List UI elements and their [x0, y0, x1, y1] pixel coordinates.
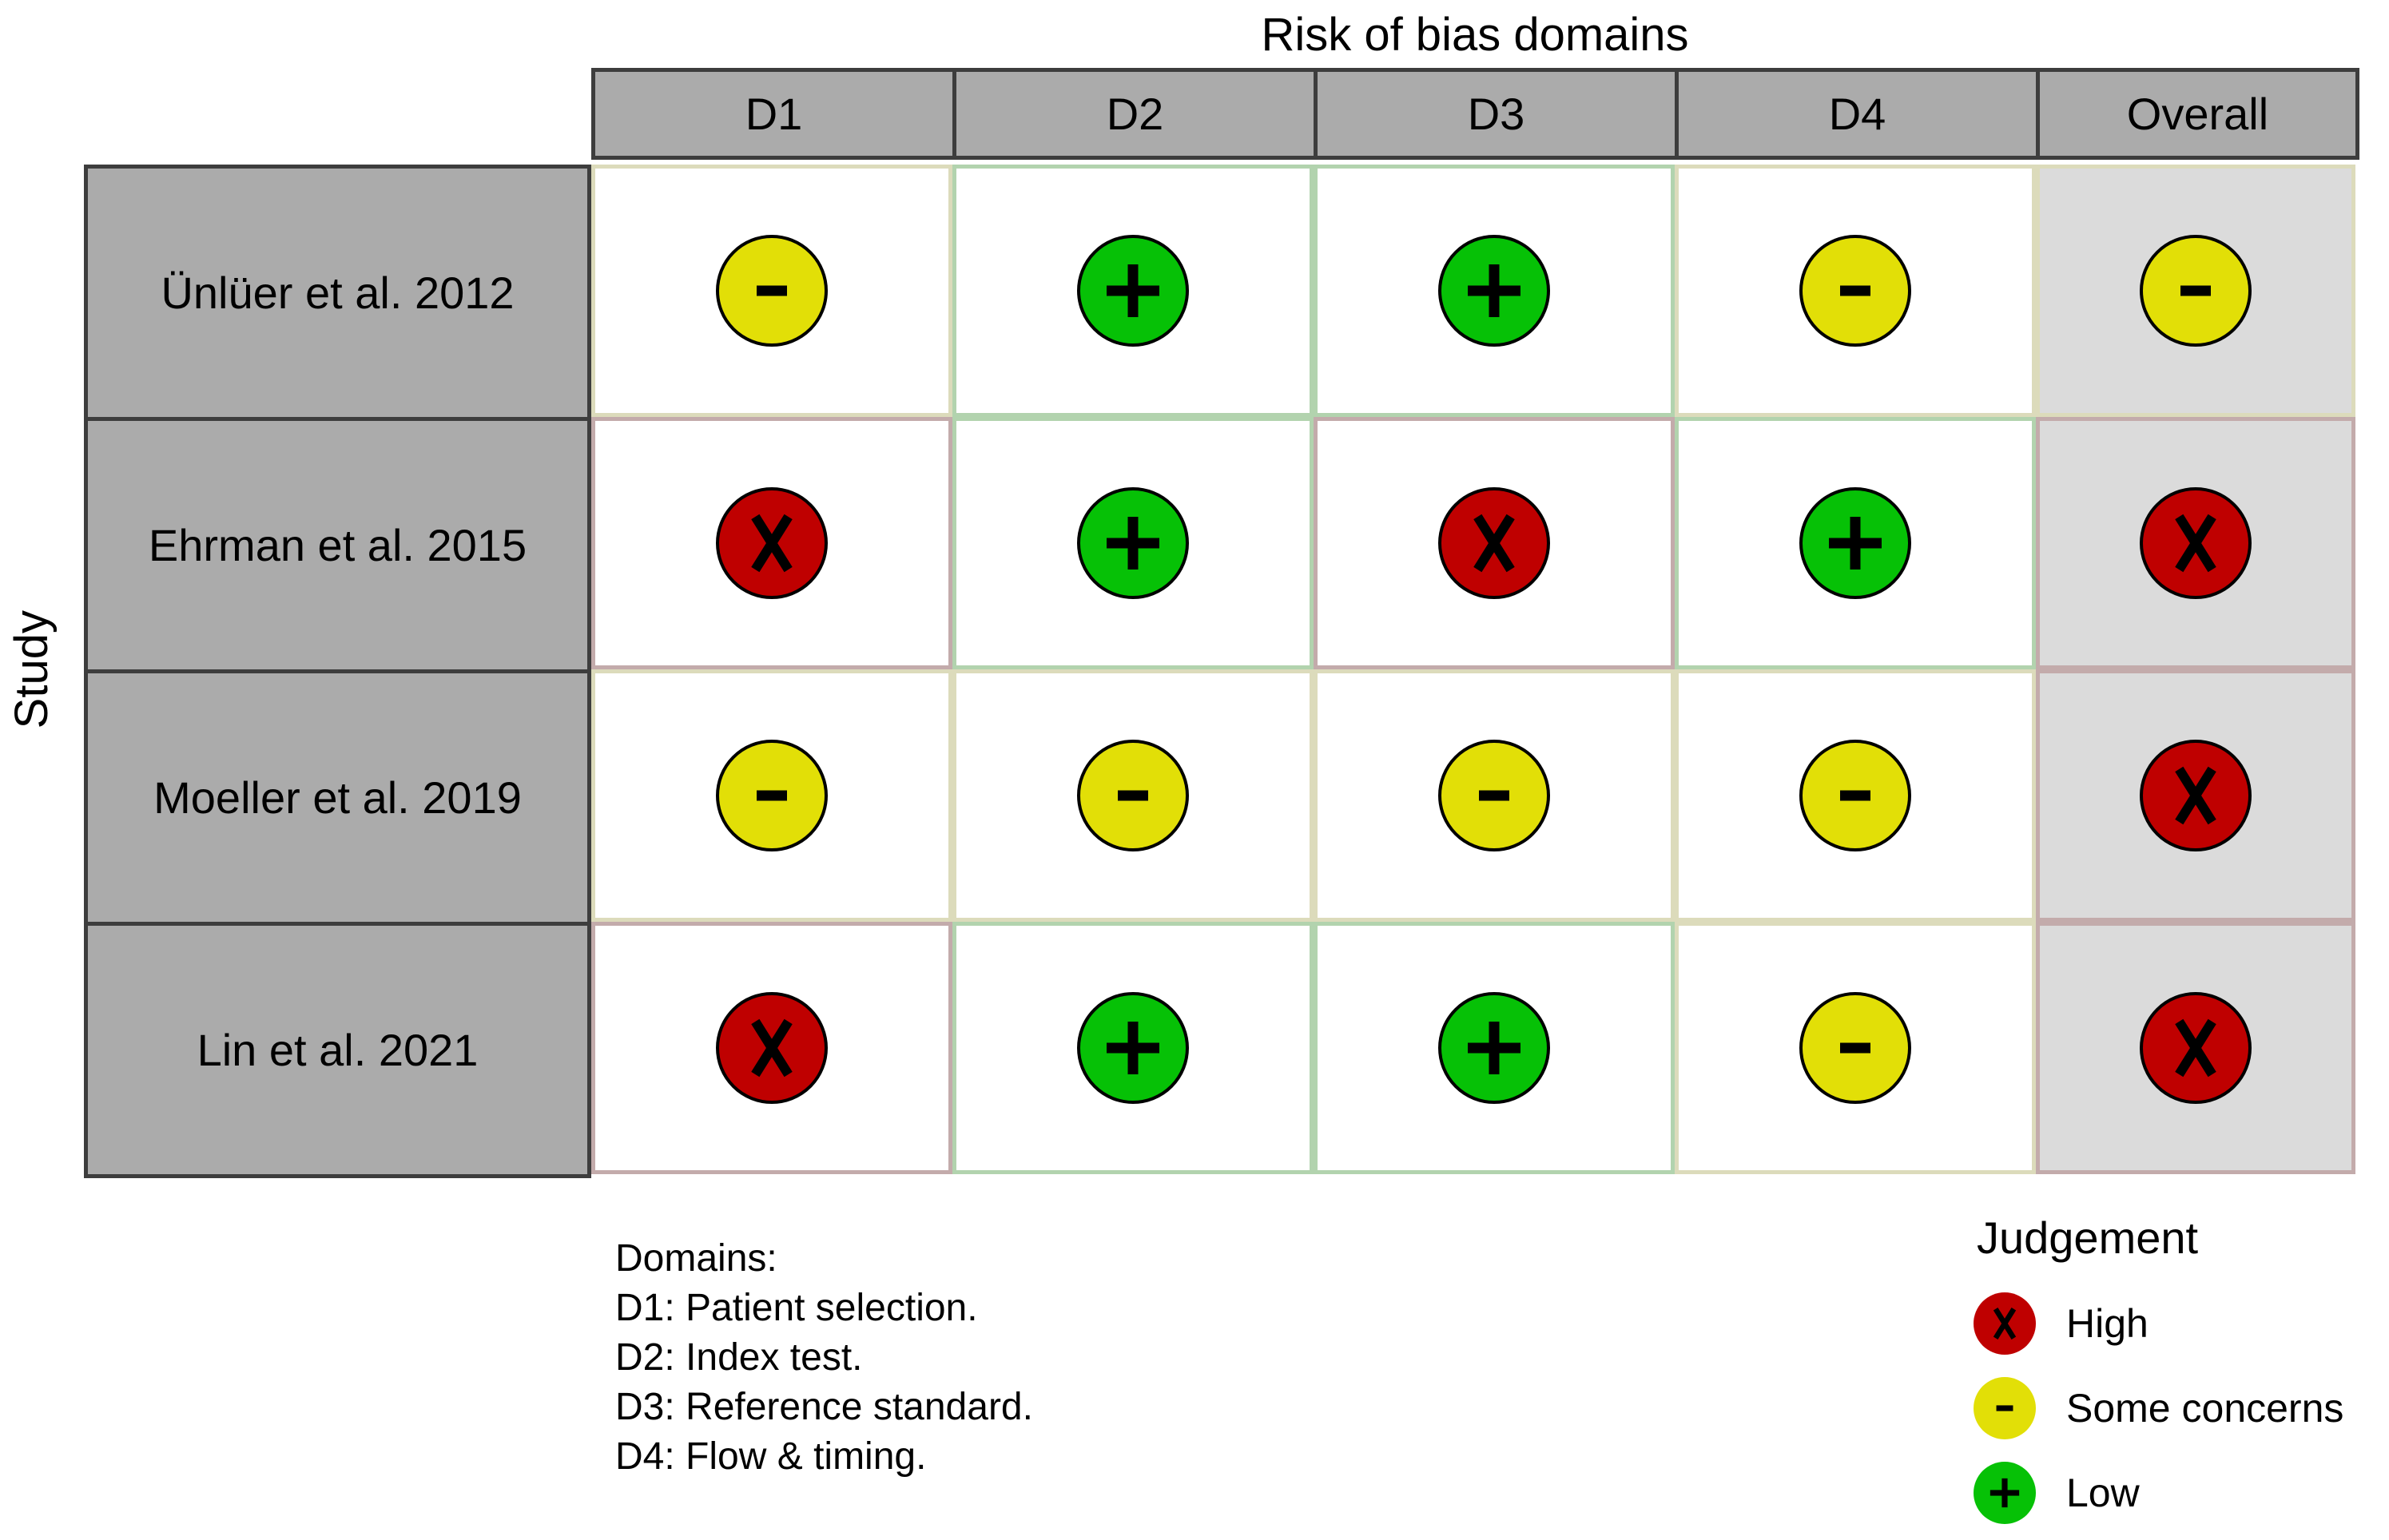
plus-icon [1099, 509, 1167, 578]
judgement-cell [1675, 417, 2036, 669]
domain-header-row: D1 D2 D3 D4 Overall [591, 68, 2359, 160]
judgement-cell [2036, 417, 2355, 669]
x-icon [1460, 509, 1528, 578]
column-header-overall: Overall [2036, 68, 2359, 160]
plus-icon [1460, 1014, 1528, 1082]
column-header-d2: D2 [952, 68, 1318, 160]
judgement-cell [591, 165, 952, 417]
x-icon [2161, 761, 2230, 830]
judgement-cell [2036, 922, 2355, 1174]
study-axis-label: Study [5, 609, 58, 729]
minus-icon [1099, 761, 1167, 830]
minus-icon [1986, 1389, 2023, 1427]
legend-item-high: High [1974, 1292, 2343, 1355]
judgement-circle [1077, 487, 1189, 599]
judgement-circle [716, 487, 828, 599]
study-column: Ünlüer et al. 2012 Ehrman et al. 2015 Mo… [84, 165, 591, 1178]
judgement-cell [952, 922, 1314, 1174]
study-row-label: Ehrman et al. 2015 [84, 417, 591, 673]
judgement-circle [1077, 992, 1189, 1104]
domains-footnote: Domains: D1: Patient selection. D2: Inde… [615, 1234, 1033, 1482]
column-header-d3: D3 [1314, 68, 1679, 160]
judgement-cell [1314, 165, 1675, 417]
minus-icon [2161, 256, 2230, 325]
x-icon [1986, 1304, 2023, 1342]
judgement-circle [2140, 487, 2252, 599]
study-row-label: Ünlüer et al. 2012 [84, 165, 591, 421]
judgement-cell [952, 417, 1314, 669]
legend-key-circle [1974, 1377, 2036, 1439]
judgement-circle [1438, 740, 1550, 851]
plus-icon [1821, 509, 1890, 578]
plus-icon [1099, 256, 1167, 325]
judgement-cell [591, 922, 952, 1174]
plus-icon [1099, 1014, 1167, 1082]
legend-title: Judgement [1977, 1213, 2199, 1263]
judgement-circle [716, 235, 828, 347]
domain-definition: D1: Patient selection. [615, 1287, 978, 1329]
domains-footnote-heading: Domains: [615, 1237, 777, 1280]
judgement-grid [591, 165, 2355, 1174]
minus-icon [1460, 761, 1528, 830]
minus-icon [1821, 256, 1890, 325]
x-icon [737, 1014, 806, 1082]
minus-icon [737, 256, 806, 325]
judgement-circle [1077, 740, 1189, 851]
plus-icon [1460, 256, 1528, 325]
x-icon [2161, 1014, 2230, 1082]
judgement-circle [1799, 740, 1911, 851]
legend-item-low: Low [1974, 1462, 2343, 1524]
minus-icon [737, 761, 806, 830]
judgement-cell [1314, 922, 1675, 1174]
judgement-circle [1799, 235, 1911, 347]
judgement-cell [952, 165, 1314, 417]
judgement-circle [1438, 992, 1550, 1104]
judgement-cell [1675, 669, 2036, 922]
judgement-circle [1799, 992, 1911, 1104]
judgement-cell [1675, 165, 2036, 417]
judgement-circle [1438, 487, 1550, 599]
legend-item-label: High [2066, 1301, 2149, 1346]
judgement-cell [591, 669, 952, 922]
figure-title: Risk of bias domains [1261, 9, 1689, 61]
judgement-circle [2140, 992, 2252, 1104]
study-row-label: Lin et al. 2021 [84, 922, 591, 1178]
judgement-circle [716, 992, 828, 1104]
judgement-cell [1314, 669, 1675, 922]
judgement-cell [2036, 165, 2355, 417]
column-header-d4: D4 [1675, 68, 2040, 160]
x-icon [2161, 509, 2230, 578]
judgement-circle [1438, 235, 1550, 347]
domain-definition: D2: Index test. [615, 1336, 863, 1379]
legend-item-label: Some concerns [2066, 1386, 2344, 1431]
judgement-circle [1799, 487, 1911, 599]
judgement-legend: Judgement High Some concerns Low [1974, 1213, 2343, 1540]
study-row-label: Moeller et al. 2019 [84, 669, 591, 926]
minus-icon [1821, 1014, 1890, 1082]
judgement-circle [2140, 235, 2252, 347]
legend-key-circle [1974, 1462, 2036, 1524]
legend-item-some-concerns: Some concerns [1974, 1377, 2343, 1439]
domain-definition: D4: Flow & timing. [615, 1435, 927, 1478]
judgement-circle [716, 740, 828, 851]
judgement-cell [591, 417, 952, 669]
judgement-cell [1314, 417, 1675, 669]
judgement-cell [1675, 922, 2036, 1174]
x-icon [737, 509, 806, 578]
judgement-cell [2036, 669, 2355, 922]
minus-icon [1821, 761, 1890, 830]
legend-key-circle [1974, 1292, 2036, 1355]
legend-item-label: Low [2066, 1471, 2140, 1515]
judgement-circle [2140, 740, 2252, 851]
judgement-circle [1077, 235, 1189, 347]
plus-icon [1986, 1474, 2023, 1511]
domain-definition: D3: Reference standard. [615, 1386, 1033, 1428]
column-header-d1: D1 [591, 68, 956, 160]
judgement-cell [952, 669, 1314, 922]
